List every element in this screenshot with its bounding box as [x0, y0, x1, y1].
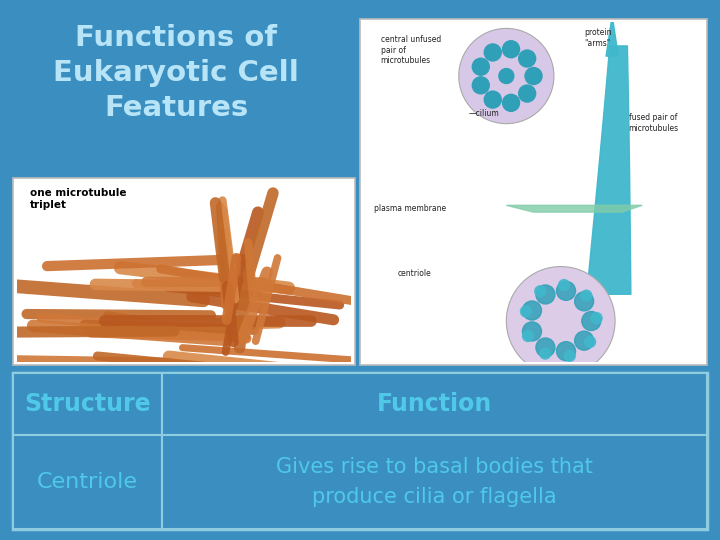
Circle shape: [585, 336, 595, 347]
Text: protein
"arms": protein "arms": [585, 29, 612, 48]
Bar: [13, 373, 707, 529]
Bar: [13, 178, 355, 364]
Circle shape: [499, 69, 514, 84]
Bar: [162, 435, 707, 529]
Bar: [162, 373, 707, 435]
Circle shape: [523, 301, 541, 320]
Circle shape: [564, 350, 575, 361]
Circle shape: [525, 68, 542, 85]
Circle shape: [503, 40, 520, 58]
Circle shape: [536, 338, 555, 357]
Text: Functions of
Eukaryotic Cell
Features: Functions of Eukaryotic Cell Features: [53, 24, 300, 122]
Bar: [360, 19, 707, 364]
Circle shape: [503, 94, 520, 111]
Text: centriole: centriole: [397, 269, 431, 278]
Circle shape: [540, 348, 551, 359]
Circle shape: [575, 292, 594, 311]
Circle shape: [559, 280, 570, 291]
Circle shape: [523, 322, 541, 341]
Circle shape: [485, 91, 501, 108]
Circle shape: [523, 330, 534, 341]
Circle shape: [582, 312, 600, 330]
Circle shape: [521, 306, 531, 317]
Text: central unfused
pair of
microtubules: central unfused pair of microtubules: [381, 35, 441, 65]
Circle shape: [557, 281, 575, 300]
Text: —cilium: —cilium: [469, 109, 500, 118]
Circle shape: [581, 290, 592, 301]
Circle shape: [459, 29, 554, 124]
Polygon shape: [506, 205, 642, 212]
Circle shape: [591, 313, 602, 323]
Circle shape: [557, 342, 575, 361]
Text: fused pair of
microtubules: fused pair of microtubules: [629, 113, 679, 133]
Text: Structure: Structure: [24, 392, 151, 416]
Circle shape: [575, 331, 594, 350]
Text: Function: Function: [377, 392, 492, 416]
Text: Gives rise to basal bodies that
produce cilia or flagella: Gives rise to basal bodies that produce …: [276, 457, 593, 507]
Circle shape: [518, 50, 536, 67]
Bar: [13, 373, 162, 435]
Circle shape: [485, 44, 501, 61]
Circle shape: [472, 58, 490, 75]
Text: one microtubule
triplet: one microtubule triplet: [30, 188, 127, 210]
Text: plasma membrane: plasma membrane: [374, 204, 446, 213]
Circle shape: [535, 286, 546, 296]
Circle shape: [472, 77, 490, 94]
Circle shape: [506, 267, 615, 375]
Bar: [13, 435, 162, 529]
Circle shape: [518, 85, 536, 102]
Text: Centriole: Centriole: [37, 472, 138, 492]
Circle shape: [536, 285, 555, 304]
